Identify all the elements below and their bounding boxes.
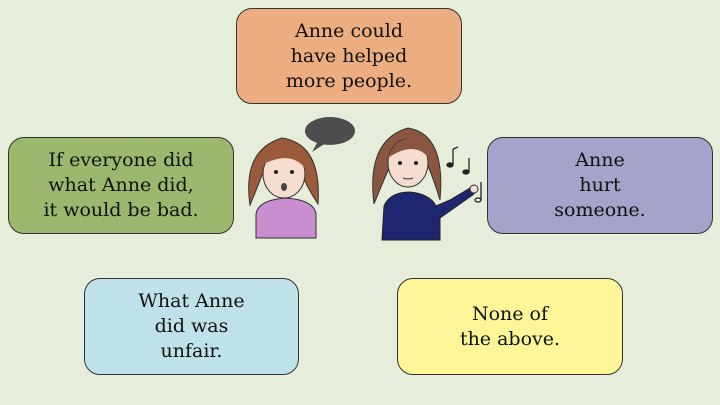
- option-text: None of the above.: [459, 302, 561, 350]
- option-unfair[interactable]: What Anne did was unfair.: [84, 278, 299, 375]
- option-everyone-did-it[interactable]: If everyone did what Anne did, it would …: [8, 137, 234, 234]
- speech-bubble-icon: [305, 117, 355, 152]
- option-text: Anne could have helped more people.: [285, 19, 413, 92]
- girl-pointing-illustration: [372, 127, 479, 241]
- option-hurt-someone[interactable]: Anne hurt someone.: [487, 137, 713, 234]
- option-text: Anne hurt someone.: [554, 149, 646, 221]
- option-text: If everyone did what Anne did, it would …: [43, 149, 199, 221]
- option-none-of-the-above[interactable]: None of the above.: [397, 278, 623, 375]
- girl-speaking-illustration: [248, 137, 319, 239]
- music-notes-icon: [446, 146, 482, 203]
- option-text: What Anne did was unfair.: [138, 290, 245, 362]
- option-helped-more-people[interactable]: Anne could have helped more people.: [236, 8, 462, 104]
